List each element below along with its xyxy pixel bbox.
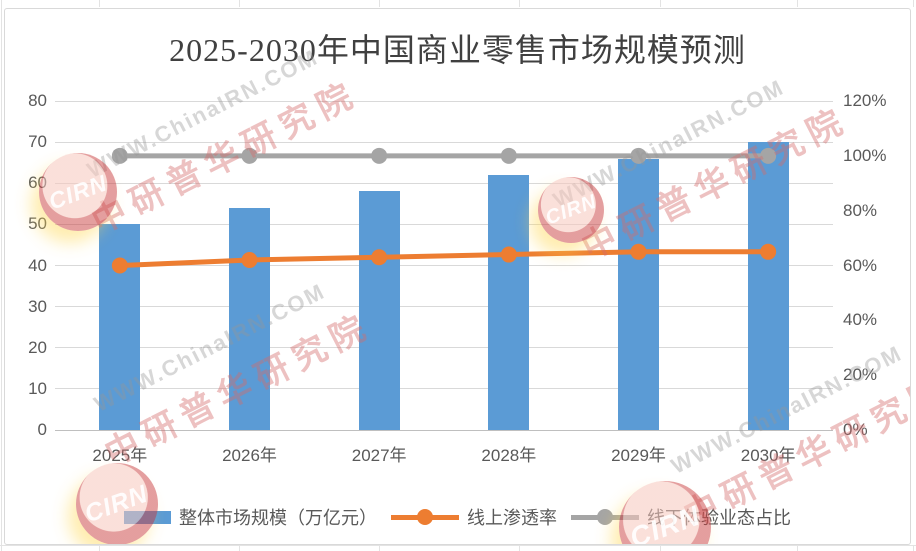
sheet-gridline [913,546,914,551]
legend-item-offline-share: 线下体验业态占比 [571,504,791,530]
line-线上渗透率 [119,249,769,268]
x-axis-label-2028年: 2028年 [481,446,537,465]
bar-2027年 [358,191,400,430]
bar-2026年 [229,207,270,430]
secondary-y-axis-tick-label: 20% [843,365,878,385]
sheet-gridline [239,546,240,551]
bar-2030年 [747,142,789,430]
sheet-gridline [379,0,380,7]
gridline [55,306,833,308]
legend-label: 线上渗透率 [467,508,557,528]
legend-label: 线下体验业态占比 [647,508,791,528]
y-axis-tick-label: 70 [28,132,47,152]
sheet-gridline [0,545,916,546]
sheet-gridline [1,0,2,551]
secondary-y-axis-tick-label: 80% [843,200,878,220]
sheet-gridline [660,546,661,551]
sheet-gridline [797,0,798,7]
y-axis-tick-label: 80 [28,91,47,110]
x-axis-label-2030年: 2030年 [740,446,796,465]
line-point [371,147,388,164]
secondary-y-axis-tick-label: 120% [843,91,887,110]
y-axis-tick-label: 30 [28,296,47,316]
gridline [55,388,833,390]
gridline [55,429,833,431]
sheet-gridline [519,546,520,551]
legend-swatch-bar [124,510,171,524]
secondary-y-axis-tick-label: 60% [843,255,878,275]
line-point [760,147,777,164]
bar-2028年 [488,175,530,430]
line-series-layer [111,147,777,274]
line-point [630,243,647,260]
x-axis-label-2027年: 2027年 [351,446,407,465]
legend-marker-gray-line [571,509,639,525]
line-point [111,257,128,274]
secondary-y-axis-tick-label: 0% [843,420,868,439]
y-axis-tick-label: 60 [28,173,47,193]
legend: 整体市场规模（万亿元） 线上渗透率 线下体验业态占比 [5,503,910,531]
line-point [371,249,388,266]
gridline [55,182,833,184]
plot-area [55,100,833,431]
legend-marker-orange-line [391,509,459,525]
sheet-gridline [239,0,240,7]
y-axis-tick-label: 0 [37,420,47,439]
line-point [630,147,647,164]
sheet-gridline [379,546,380,551]
gridline [55,100,833,102]
legend-label: 整体市场规模（万亿元） [179,508,377,528]
line-point [111,147,128,164]
line-point [500,147,517,164]
sheet-gridline [660,0,661,7]
gridline [55,347,833,349]
sheet-gridline [99,0,100,7]
line-point [241,147,258,164]
legend-item-market-size: 整体市场规模（万亿元） [124,504,377,530]
bar-2029年 [618,158,659,430]
chart-container: 2025-2030年中国商业零售市场规模预测 0 10 20 30 40 50 60 70 80… [4,8,911,545]
line-point [500,246,517,263]
y-axis-tick-label: 20 [28,337,47,357]
legend-item-online-penetration: 线上渗透率 [391,504,557,530]
line-point [241,252,258,269]
gridline [55,141,833,143]
sheet-gridline [99,546,100,551]
sheet-gridline [797,546,798,551]
gridline [55,223,833,225]
y-axis-tick-label: 10 [28,378,47,398]
secondary-y-axis-tick-label: 100% [843,145,887,165]
gridline [55,265,833,266]
y-axis-tick-label: 50 [28,214,47,234]
secondary-y-axis-tick-label: 40% [843,310,878,330]
legend-dot [597,509,613,525]
x-axis-label-2026年: 2026年 [222,446,277,465]
x-axis-label-2029年: 2029年 [611,446,666,465]
line-point [760,243,777,260]
sheet-gridline [913,0,914,7]
chart-title: 2025-2030年中国商业零售市场规模预测 [169,32,746,68]
legend-dot [417,509,433,525]
sheet-gridline [519,0,520,7]
x-axis-label-2025年: 2025年 [92,446,148,465]
y-axis-tick-label: 40 [28,255,47,275]
